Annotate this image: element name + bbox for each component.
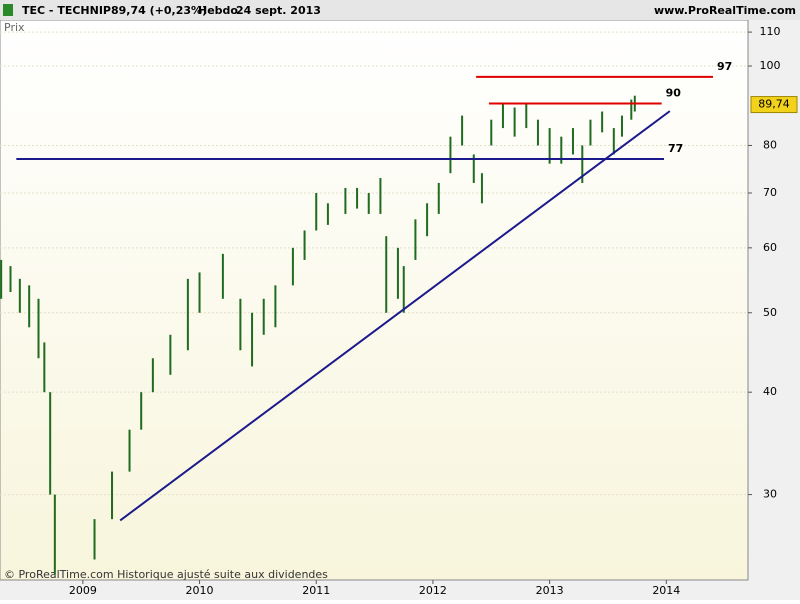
price-bar [0, 259, 3, 299]
price-bar [501, 103, 504, 129]
price-bar [449, 136, 452, 174]
price-bar [169, 334, 172, 375]
price-bar [414, 219, 417, 260]
y-tick-label: 80 [763, 138, 777, 151]
x-tick-label: 2013 [536, 584, 564, 597]
quote: 89,74 (+0,23%) [111, 4, 207, 17]
price-bar [548, 128, 551, 164]
price-tag-label: 89,74 [758, 98, 790, 111]
x-tick-label: 2009 [69, 584, 97, 597]
x-tick-label: 2012 [419, 584, 447, 597]
price-bar [620, 115, 623, 137]
price-bar [239, 298, 242, 351]
icon [3, 4, 13, 16]
price-bar [291, 247, 294, 286]
y-tick-label: 70 [763, 186, 777, 199]
price-bar [198, 272, 201, 313]
price-bar [274, 285, 277, 328]
price-bar [426, 203, 429, 237]
price-bar [601, 111, 604, 133]
price-bar [315, 192, 318, 231]
price-bar [589, 119, 592, 146]
price-bar [43, 342, 46, 393]
price-bar [111, 471, 114, 520]
price-bar [525, 103, 528, 129]
price-bar [303, 230, 306, 260]
date: 24 sept. 2013 [236, 4, 321, 17]
price-bar [221, 253, 224, 299]
price-bar [379, 178, 382, 214]
price-bar [49, 392, 52, 495]
price-bar [367, 192, 370, 214]
price-bar [472, 154, 475, 183]
plot-area [0, 19, 749, 581]
price-bar [326, 203, 329, 225]
price-bar [480, 173, 483, 204]
price-bar [437, 182, 440, 214]
price-tag [750, 96, 798, 114]
price-bar [93, 519, 96, 560]
level-label: 90 [666, 87, 682, 100]
y-tick-label: 100 [760, 59, 781, 72]
price-bar [151, 358, 154, 393]
price-bar [581, 145, 584, 183]
y-tick-label: 40 [763, 385, 777, 398]
x-tick-label: 2011 [302, 584, 330, 597]
header-bar [0, 0, 800, 20]
trendline [119, 110, 671, 522]
price-bar [9, 266, 12, 293]
y-tick-label: 30 [763, 488, 777, 501]
level-label: 77 [668, 142, 683, 155]
price-bar [402, 266, 405, 313]
period: Hebdo [198, 4, 238, 17]
price-bar [612, 128, 615, 155]
price-bar [140, 392, 143, 430]
y-label: Prix [4, 21, 25, 34]
price-bar [513, 107, 516, 137]
price-bar [251, 312, 254, 367]
y-tick-label: 110 [760, 25, 781, 38]
price-bar [385, 236, 388, 313]
y-tick-label: 60 [763, 241, 777, 254]
price-bar [18, 278, 21, 313]
site: www.ProRealTime.com [654, 4, 796, 17]
level-label: 97 [717, 60, 732, 73]
price-bar [344, 187, 347, 214]
price-bar [490, 119, 493, 146]
x-tick-label: 2010 [186, 584, 214, 597]
x-tick-label: 2014 [652, 584, 680, 597]
footer: © ProRealTime.com Historique ajusté suit… [4, 568, 328, 581]
price-bar [28, 285, 31, 328]
symbol: TEC - TECHNIP [22, 4, 111, 17]
price-bar [53, 494, 56, 575]
price-bar [536, 119, 539, 146]
price-bar [356, 187, 359, 209]
price-bar [630, 99, 633, 120]
price-bar [186, 278, 189, 351]
price-bar [37, 298, 40, 359]
price-bar [396, 247, 399, 299]
y-tick-label: 50 [763, 306, 777, 319]
price-bar [262, 298, 265, 335]
price-bar [560, 136, 563, 164]
price-bar [128, 429, 131, 472]
price-bar [571, 128, 574, 155]
price-bar [461, 115, 464, 146]
